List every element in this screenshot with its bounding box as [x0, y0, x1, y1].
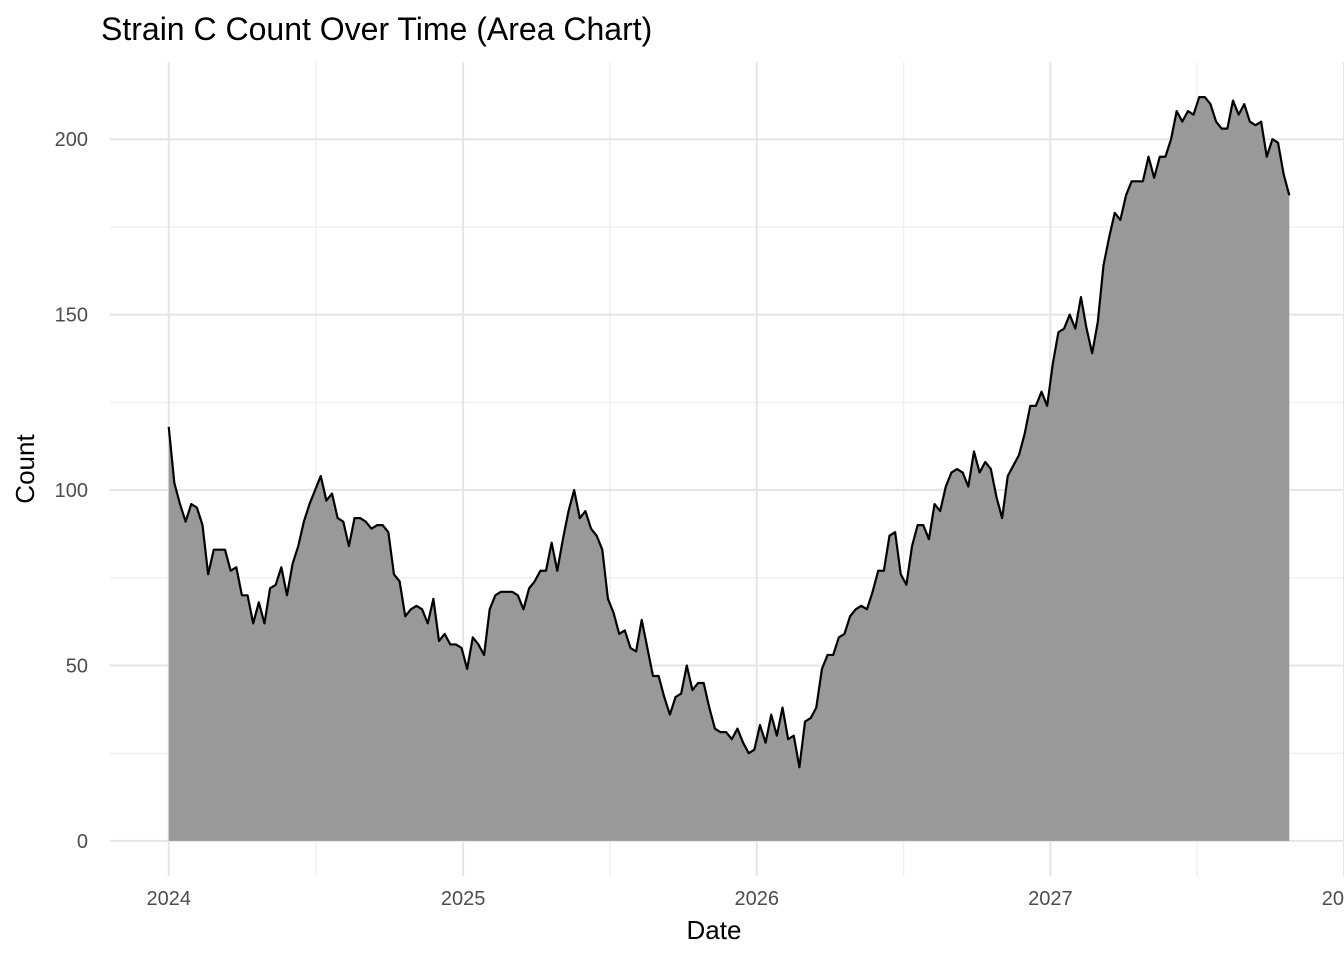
- x-axis-ticks: 2024 2025 2026 2027 2028: [146, 888, 1344, 910]
- y-axis-title: Count: [10, 434, 40, 504]
- y-tick-label: 150: [55, 305, 88, 327]
- x-axis-title: Date: [687, 915, 742, 945]
- x-tick-label: 2024: [146, 888, 191, 910]
- area-fill: [169, 97, 1290, 841]
- x-tick-label: 2026: [735, 888, 780, 910]
- x-tick-label: 2025: [441, 888, 486, 910]
- y-axis-ticks: 0 50 100 150 200: [55, 129, 88, 853]
- x-tick-label: 2027: [1028, 888, 1073, 910]
- y-tick-label: 50: [66, 655, 88, 677]
- chart-title: Strain C Count Over Time (Area Chart): [101, 11, 652, 47]
- y-tick-label: 0: [77, 831, 88, 853]
- x-tick-label: 2028: [1322, 888, 1344, 910]
- y-tick-label: 100: [55, 480, 88, 502]
- y-tick-label: 200: [55, 129, 88, 151]
